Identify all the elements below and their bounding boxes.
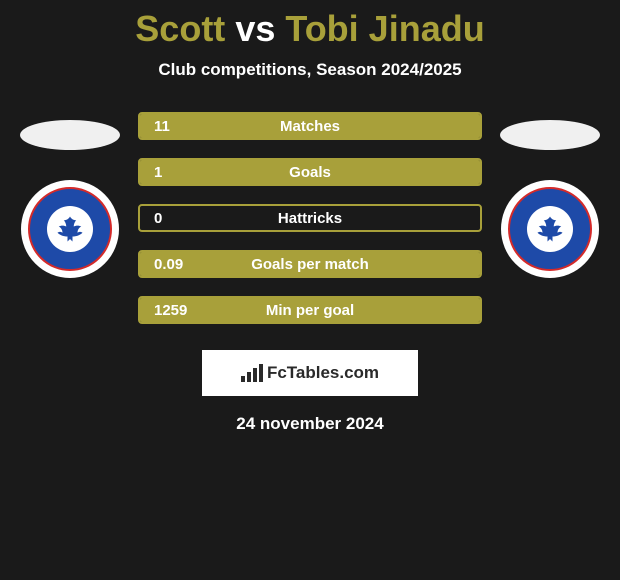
player2-name: Tobi Jinadu (285, 8, 484, 49)
left-side (20, 112, 120, 278)
player2-club-badge (501, 180, 599, 278)
title: Scott vs Tobi Jinadu (0, 8, 620, 50)
stat-label: Matches (280, 118, 340, 135)
player1-avatar (20, 120, 120, 150)
phoenix-icon (535, 214, 565, 244)
player2-avatar (500, 120, 600, 150)
player1-club-badge (21, 180, 119, 278)
footer-date: 24 november 2024 (0, 414, 620, 434)
stat-label: Goals per match (251, 256, 369, 273)
logo-bars-icon (241, 364, 263, 382)
stat-row: 0 Hattricks (138, 204, 482, 232)
vs-separator: vs (235, 8, 275, 49)
stat-value: 0 (140, 210, 162, 227)
stat-label: Hattricks (278, 210, 342, 227)
stat-value: 0.09 (140, 256, 183, 273)
content-row: 11 Matches 1 Goals 0 Hattricks 0.09 Goals per m… (0, 112, 620, 324)
right-side (500, 112, 600, 278)
stat-value: 1259 (140, 302, 187, 319)
stats-column: 11 Matches 1 Goals 0 Hattricks 0.09 Goals per m… (138, 112, 482, 324)
stat-row: 1259 Min per goal (138, 296, 482, 324)
stat-row: 1 Goals (138, 158, 482, 186)
stat-value: 11 (140, 118, 170, 135)
logo-text: FcTables.com (267, 363, 379, 383)
stat-row: 11 Matches (138, 112, 482, 140)
stat-value: 1 (140, 164, 162, 181)
fctables-logo: FcTables.com (202, 350, 418, 396)
player1-name: Scott (135, 8, 225, 49)
stat-label: Min per goal (266, 302, 354, 319)
stat-label: Goals (289, 164, 331, 181)
comparison-card: Scott vs Tobi Jinadu Club competitions, … (0, 0, 620, 434)
subtitle: Club competitions, Season 2024/2025 (0, 60, 620, 80)
stat-row: 0.09 Goals per match (138, 250, 482, 278)
phoenix-icon (55, 214, 85, 244)
